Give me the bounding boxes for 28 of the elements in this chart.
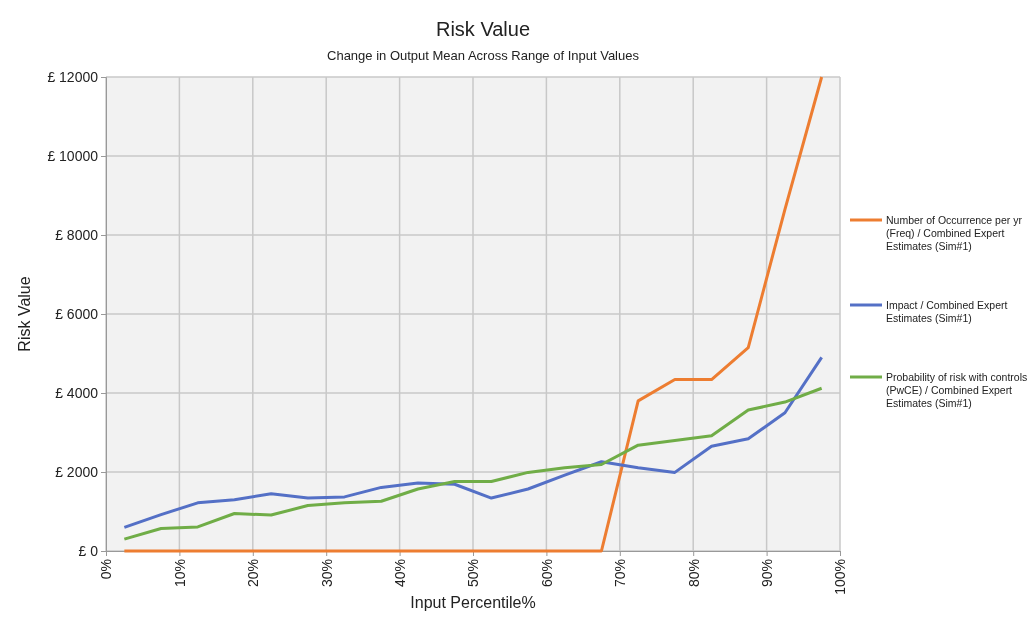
chart-subtitle: Change in Output Mean Across Range of Input Values [327,48,640,63]
x-tick-label: 50% [465,559,482,588]
line-series [122,386,824,541]
x-tick-label: 100% [832,559,849,595]
y-tick-label: £ 0 [78,542,99,559]
x-tick-label: 0% [98,559,115,580]
line-series [122,75,824,553]
x-tick-label: 70% [612,559,629,588]
y-tick-label: £ 4000 [55,384,99,401]
legend-label: Impact / Combined Expert Estimates (Sim#1) [886,299,1008,325]
x-tick-label: 40% [392,559,408,588]
legend-label: Number of Occurrence per yr (Freq) / Combined Expert Estimates (Sim#1) [886,214,1023,253]
x-tick-label: 90% [759,559,775,588]
y-tick-label: £ 12000 [47,68,99,85]
x-tick-label: 60% [538,559,555,588]
y-tick-label: £ 2000 [55,463,99,480]
legend-label: Probability of risk with controls (PwCE) / Combined Expert Estimates (Sim#1) [886,371,1028,410]
x-tick-label: 30% [318,559,335,588]
line-series [122,355,824,529]
y-tick-label: £ 8000 [55,226,99,243]
x-tick-label: 10% [171,559,188,588]
x-tick-label: 20% [245,559,262,588]
chart-title: Risk Value [435,18,531,40]
x-tick-label: 80% [685,559,702,588]
y-axis-title: Risk Value [16,276,33,352]
x-axis-title: Input Percentile% [410,594,536,611]
y-tick-label: £ 10000 [47,147,99,164]
y-tick-label: £ 6000 [55,305,99,322]
